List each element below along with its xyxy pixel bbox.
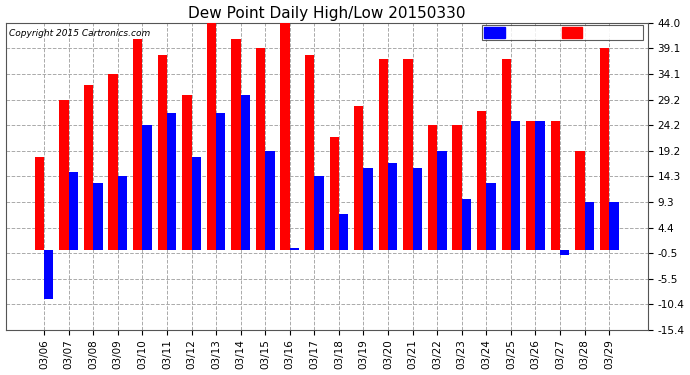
- Bar: [207, 23, 216, 251]
- Bar: [157, 55, 167, 250]
- Bar: [379, 59, 388, 250]
- Bar: [216, 113, 226, 251]
- Bar: [354, 106, 364, 250]
- Title: Dew Point Daily High/Low 20150330: Dew Point Daily High/Low 20150330: [188, 6, 465, 21]
- Bar: [280, 23, 290, 251]
- Bar: [241, 95, 250, 250]
- Bar: [108, 74, 118, 250]
- Bar: [315, 177, 324, 251]
- Bar: [502, 59, 511, 250]
- Bar: [93, 183, 103, 250]
- Bar: [388, 162, 397, 250]
- Text: Copyright 2015 Cartronics.com: Copyright 2015 Cartronics.com: [9, 29, 150, 38]
- Bar: [609, 202, 618, 250]
- Bar: [437, 151, 446, 250]
- Bar: [453, 125, 462, 251]
- Bar: [118, 177, 127, 251]
- Bar: [305, 55, 315, 250]
- Bar: [290, 248, 299, 250]
- Bar: [265, 151, 275, 250]
- Bar: [133, 39, 142, 251]
- Bar: [231, 39, 241, 251]
- Bar: [192, 158, 201, 250]
- Bar: [364, 168, 373, 250]
- Bar: [511, 121, 520, 250]
- Bar: [59, 99, 68, 250]
- Bar: [330, 137, 339, 250]
- Bar: [428, 125, 437, 251]
- Bar: [477, 111, 486, 251]
- Bar: [535, 121, 545, 250]
- Bar: [526, 121, 535, 250]
- Bar: [167, 113, 176, 251]
- Bar: [584, 202, 594, 250]
- Bar: [413, 168, 422, 250]
- Bar: [560, 251, 569, 255]
- Bar: [403, 59, 413, 250]
- Bar: [256, 48, 265, 250]
- Bar: [551, 121, 560, 250]
- Bar: [68, 172, 78, 250]
- Bar: [575, 151, 584, 250]
- Bar: [84, 85, 93, 251]
- Bar: [142, 125, 152, 251]
- Bar: [34, 158, 44, 250]
- Bar: [462, 199, 471, 250]
- Bar: [339, 214, 348, 250]
- Bar: [600, 48, 609, 250]
- Bar: [486, 183, 495, 250]
- Bar: [44, 251, 53, 299]
- Legend: Low  (°F), High  (°F): Low (°F), High (°F): [482, 25, 642, 40]
- Bar: [182, 95, 192, 250]
